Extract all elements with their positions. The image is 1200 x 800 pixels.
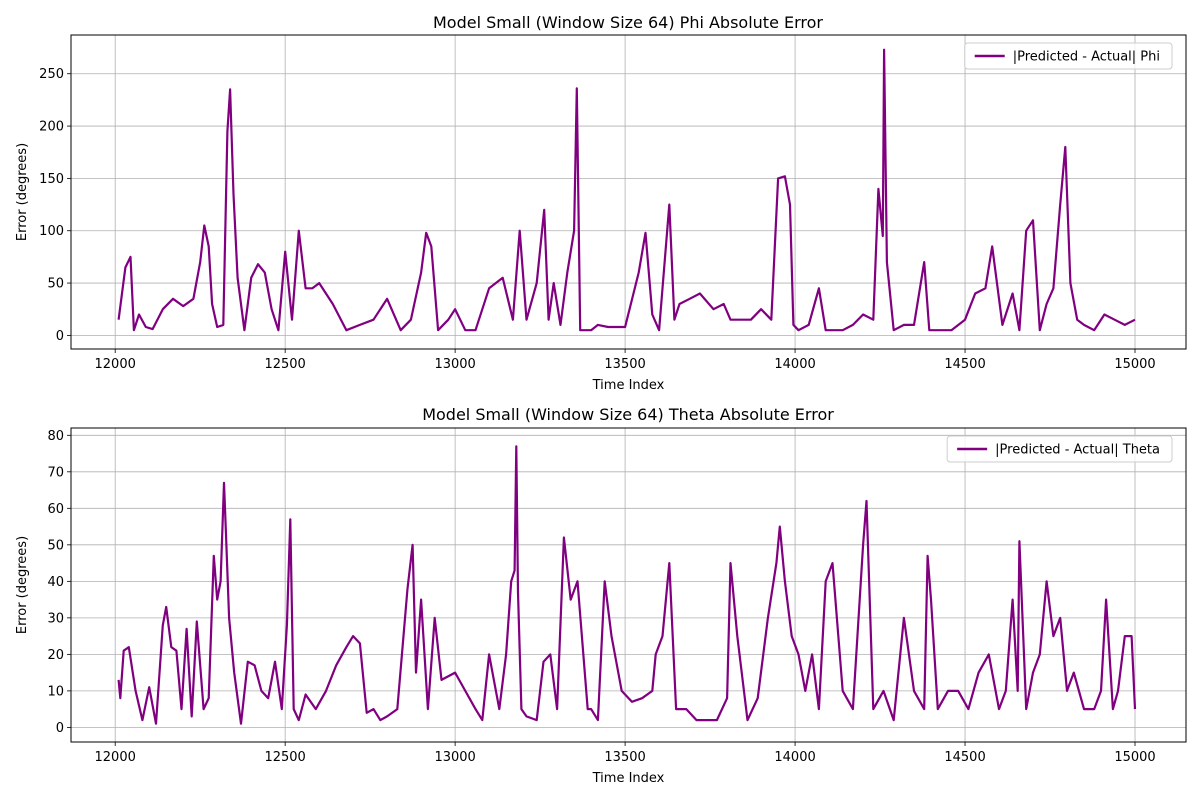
phi-error-chart: Model Small (Window Size 64) Phi Absolut… (15, 13, 1187, 393)
y-tick-label: 70 (47, 465, 64, 480)
x-tick-label: 15000 (1114, 357, 1155, 372)
legend-entry: |Predicted - Actual| Theta (995, 443, 1160, 458)
x-tick-label: 14500 (944, 750, 985, 765)
x-tick-label: 12000 (95, 750, 136, 765)
grid-lines (71, 35, 1186, 349)
x-tick-label: 13000 (434, 750, 475, 765)
x-tick-label: 13500 (604, 357, 645, 372)
series-lines (117, 445, 1137, 725)
y-tick-label: 150 (39, 172, 64, 187)
y-tick-label: 80 (47, 429, 64, 444)
x-tick-label: 14500 (944, 357, 985, 372)
legend-box (946, 435, 1173, 463)
x-tick-label: 13000 (434, 357, 475, 372)
y-tick-label: 40 (47, 575, 64, 590)
x-tick-label: 12500 (264, 750, 305, 765)
chart-title: Model Small (Window Size 64) Theta Absol… (422, 405, 834, 424)
theta-error-chart: Model Small (Window Size 64) Theta Absol… (15, 405, 1187, 786)
x-tick-label: 12000 (95, 357, 136, 372)
y-tick-label: 50 (47, 277, 64, 292)
x-tick-label: 14000 (774, 357, 815, 372)
x-tick-label: 12500 (264, 357, 305, 372)
x-tick-label: 13500 (604, 750, 645, 765)
legend-entry: |Predicted - Actual| Phi (1013, 50, 1160, 65)
y-tick-label: 0 (56, 329, 64, 344)
y-tick-label: 250 (39, 67, 64, 82)
legend: |Predicted - Actual| Phi (964, 42, 1173, 70)
y-tick-label: 0 (56, 721, 64, 736)
series-lines (117, 48, 1136, 332)
series-line (117, 445, 1137, 725)
axis-ticks: 12000 12500 13000 13500 14000 14500 15000 0 10 20… (47, 429, 1155, 765)
y-tick-label: 100 (39, 224, 64, 239)
plot-frame (70, 34, 1187, 350)
chart-title: Model Small (Window Size 64) Phi Absolut… (433, 13, 823, 32)
y-tick-label: 10 (47, 684, 64, 699)
legend-box (964, 42, 1173, 70)
y-axis-label: Error (degrees) (15, 143, 30, 241)
x-axis-label: Time Index (592, 378, 665, 393)
y-tick-label: 50 (47, 538, 64, 553)
series-line (117, 48, 1136, 332)
axis-ticks: 12000 12500 13000 13500 14000 14500 15000 0 50 10… (39, 67, 1156, 372)
y-tick-label: 200 (39, 120, 64, 135)
y-axis-label: Error (degrees) (15, 536, 30, 634)
x-tick-label: 15000 (1114, 750, 1155, 765)
grid-lines (71, 428, 1186, 742)
y-tick-label: 60 (47, 502, 64, 517)
y-tick-label: 20 (47, 648, 64, 663)
x-axis-label: Time Index (592, 771, 665, 786)
plot-frame (70, 427, 1187, 743)
x-tick-label: 14000 (774, 750, 815, 765)
legend: |Predicted - Actual| Theta (946, 435, 1173, 463)
y-tick-label: 30 (47, 611, 64, 626)
